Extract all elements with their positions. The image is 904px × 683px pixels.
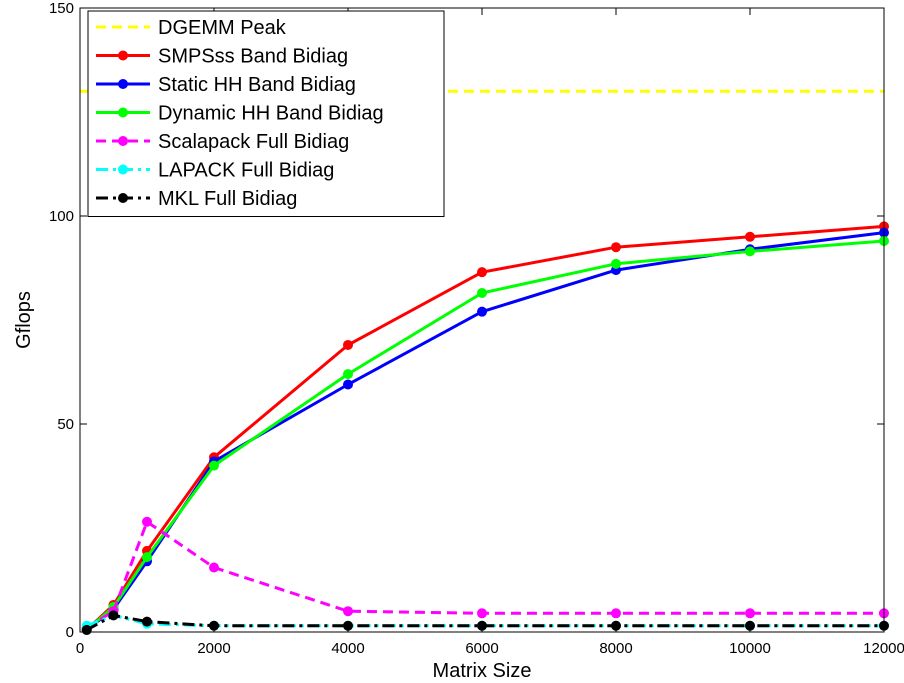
legend-marker [118, 136, 128, 146]
x-tick-label: 6000 [465, 640, 498, 657]
y-tick-label: 50 [57, 416, 74, 433]
x-tick-label: 2000 [197, 640, 230, 657]
plot-marks [80, 89, 889, 635]
legend-marker [118, 193, 128, 203]
series-6-point [108, 610, 119, 621]
x-tick-label: 8000 [599, 640, 632, 657]
x-tick-label: 12000 [863, 640, 904, 657]
legend-label: SMPSss Band Bidiag [158, 46, 348, 68]
series-1-point [745, 231, 755, 242]
legend-marker [118, 107, 128, 118]
y-tick-label: 0 [66, 624, 74, 641]
series-6-point [142, 616, 152, 627]
series-3-point [209, 460, 219, 471]
y-tick-label: 150 [49, 0, 74, 17]
series-2-point [477, 306, 487, 317]
series-3-point [142, 552, 152, 563]
legend-label: Static HH Band Bidiag [158, 74, 356, 96]
y-tick-label: 100 [49, 208, 74, 225]
axis-ticks: 0 2000 4000 6000 8000 10000 12000 0 50 100 150 [49, 0, 904, 657]
series-3-point [611, 258, 621, 269]
series-4-point [745, 608, 755, 619]
legend-marker [118, 79, 128, 89]
series-1-point [477, 267, 487, 278]
series-4-point [209, 562, 219, 573]
x-axis-label: Matrix Size [433, 660, 532, 682]
series-2-point [343, 379, 353, 390]
series-6-point [81, 624, 92, 635]
legend-label: DGEMM Peak [158, 17, 287, 39]
series-4-point [343, 606, 353, 617]
y-axis-label: Gflops [13, 291, 35, 349]
series-4-point [477, 608, 487, 619]
series-1-point [611, 242, 621, 253]
series-3-point [343, 369, 353, 380]
legend-label: Dynamic HH Band Bidiag [158, 103, 384, 125]
series-4-point [142, 516, 152, 527]
legend-marker [118, 50, 128, 61]
series-3-point [745, 246, 755, 257]
legend: DGEMM Peak SMPSss Band Bidiag Static HH Ba… [87, 10, 445, 217]
legend-label: LAPACK Full Bidiag [158, 160, 334, 182]
series-line-4 [85, 520, 884, 630]
x-tick-label: 10000 [729, 640, 771, 657]
series-1-point [343, 339, 353, 350]
legend-marker [118, 164, 128, 175]
x-tick-label: 0 [76, 640, 84, 657]
series-line-3 [85, 239, 885, 632]
legend-label: MKL Full Bidiag [158, 188, 297, 210]
series-3-point [477, 287, 487, 298]
legend-label: Scalapack Full Bidiag [158, 131, 349, 153]
series-line-1 [85, 224, 885, 631]
series-4-point [611, 608, 621, 619]
x-tick-label: 4000 [331, 640, 364, 657]
